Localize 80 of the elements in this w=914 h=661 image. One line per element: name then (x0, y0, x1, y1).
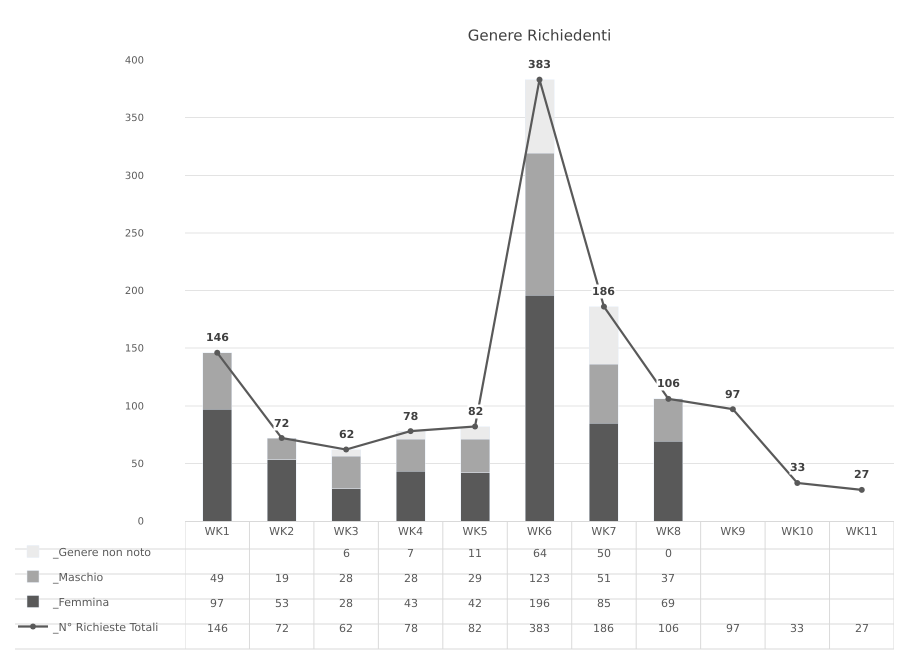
data-label: 196 (529, 597, 550, 610)
data-label: 82 (468, 622, 482, 635)
data-label: 50 (597, 547, 611, 560)
data-label: 186 (593, 622, 614, 635)
point (472, 424, 478, 430)
data-label: 97 (726, 622, 740, 635)
x-tick-label: WK1 (204, 525, 230, 538)
point (214, 350, 220, 356)
data-label: 85 (597, 597, 611, 610)
data-label: 53 (275, 597, 289, 610)
y-tick-label: 0 (138, 516, 144, 528)
y-tick-label: 250 (124, 228, 144, 240)
point (730, 406, 736, 412)
x-tick-label: WK9 (720, 525, 746, 538)
data-label: 43 (404, 597, 418, 610)
data-label: 69 (661, 597, 675, 610)
y-tick-label: 350 (124, 113, 144, 124)
data-label: 146 (207, 622, 228, 635)
point (408, 428, 414, 434)
x-tick-label: WK10 (781, 525, 814, 538)
text: 27 (854, 468, 870, 481)
x-tick-label: WK8 (656, 525, 681, 538)
point (278, 435, 285, 442)
text: 62 (339, 428, 354, 441)
y-tick-label: 300 (124, 170, 144, 182)
point (600, 304, 607, 310)
legend-label: _Genere non noto (52, 546, 152, 559)
y-tick-label: 200 (124, 286, 144, 297)
data-label: 19 (275, 572, 289, 585)
point (343, 446, 350, 453)
text: 146 (206, 331, 229, 344)
point (858, 486, 865, 493)
data-label: 11 (468, 547, 482, 560)
text: 33 (790, 461, 806, 474)
point (794, 480, 800, 486)
data-label: 64 (533, 547, 547, 560)
point (665, 396, 672, 402)
data-label: 28 (339, 597, 353, 610)
data-label: 123 (529, 572, 550, 585)
legend-label: _Femmina (52, 596, 110, 609)
chart-title: Genere Richiedenti (468, 26, 612, 44)
data-label: 51 (597, 572, 611, 585)
x-tick-label: WK5 (462, 525, 488, 538)
text: 383 (528, 58, 551, 71)
text: 186 (592, 285, 615, 298)
data-label: 97 (210, 597, 224, 610)
x-tick-label: WK11 (846, 525, 878, 538)
y-tick-label: 50 (131, 458, 144, 470)
data-label: 29 (468, 572, 482, 585)
data-label: 106 (658, 622, 679, 635)
text: 82 (468, 405, 484, 418)
legend-label: _Maschio (52, 570, 104, 584)
data-label: 28 (339, 572, 353, 585)
x-tick-label: WK3 (334, 525, 359, 538)
data-label: 0 (665, 547, 672, 560)
data-label: 78 (404, 622, 418, 635)
x-tick-label: WK7 (591, 525, 616, 538)
data-label: 7 (407, 547, 414, 560)
text: 97 (725, 388, 740, 401)
text: 106 (657, 377, 680, 390)
y-tick-label: 100 (124, 401, 144, 412)
data-label: 62 (339, 622, 353, 635)
data-label: 28 (404, 572, 418, 585)
data-label: 27 (855, 622, 869, 635)
data-label: 33 (790, 622, 804, 635)
y-tick-label: 400 (124, 56, 144, 66)
data-label: 383 (529, 622, 550, 635)
data-label: 49 (210, 572, 224, 585)
point (536, 76, 542, 83)
legend-label: _N° Richieste Totali (52, 620, 158, 634)
data-label: 6 (343, 547, 350, 560)
y-tick-label: 150 (124, 344, 144, 355)
data-label: 37 (661, 572, 675, 585)
data-label: 42 (468, 597, 482, 610)
x-tick-label: WK4 (398, 525, 424, 538)
text: 72 (274, 417, 290, 430)
x-tick-label: WK6 (526, 525, 552, 538)
x-tick-label: WK2 (269, 525, 294, 538)
text: 78 (403, 410, 418, 423)
data-label: 72 (275, 622, 289, 635)
